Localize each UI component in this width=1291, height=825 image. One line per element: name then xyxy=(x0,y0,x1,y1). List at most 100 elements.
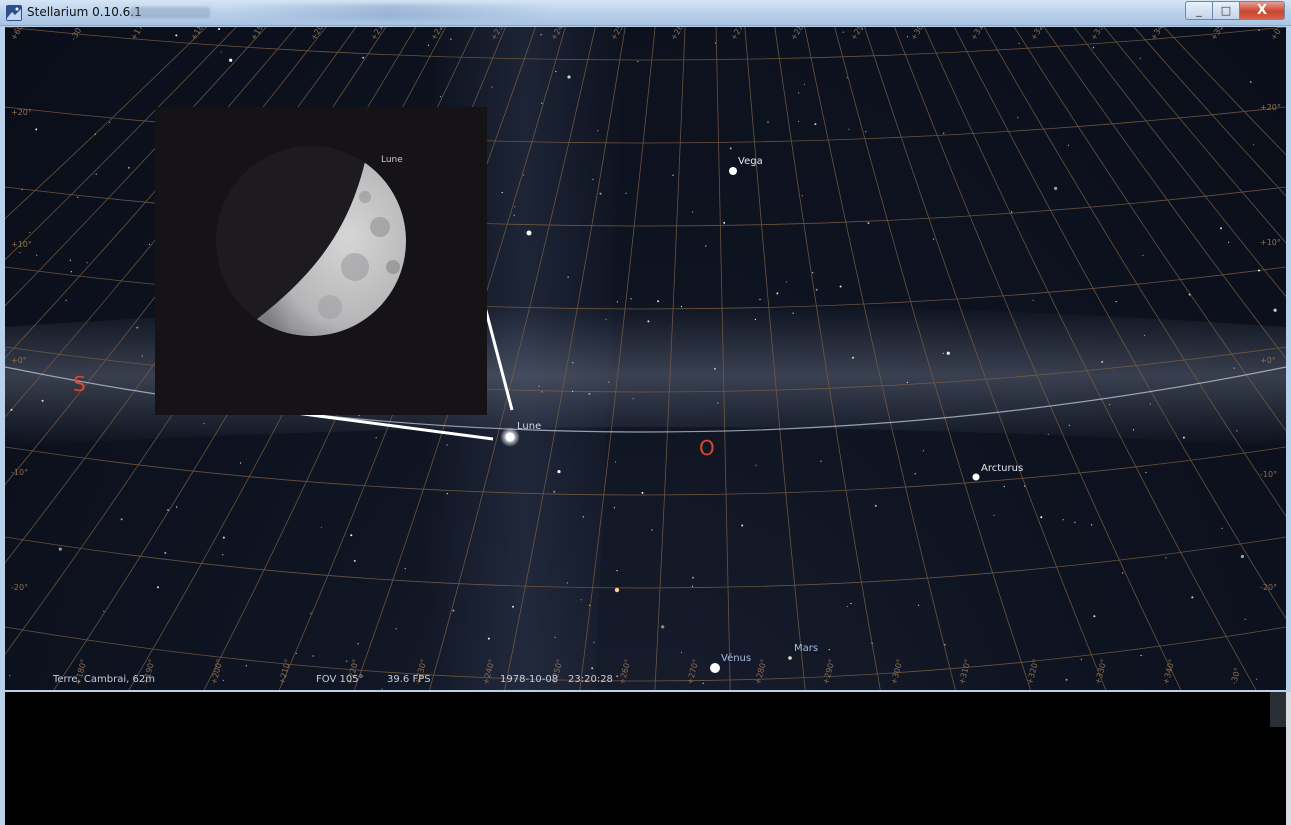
azimuth-label-bottom: -30° xyxy=(1229,667,1242,686)
fov-text: FOV 105° xyxy=(316,674,364,685)
star xyxy=(58,547,62,551)
altitude-label: -10° xyxy=(11,468,28,477)
star xyxy=(1074,521,1076,523)
minimize-button[interactable]: _ xyxy=(1185,1,1212,20)
azimuth-line xyxy=(504,27,626,690)
star xyxy=(567,75,571,79)
star xyxy=(77,196,79,198)
star xyxy=(541,391,543,393)
star xyxy=(566,582,568,584)
star xyxy=(203,423,205,425)
azimuth-label-bottom: +330° xyxy=(1093,658,1108,685)
star xyxy=(164,551,167,554)
star xyxy=(672,174,674,176)
azimuth-line xyxy=(1103,27,1286,244)
azimuth-line xyxy=(864,27,1107,690)
star xyxy=(404,568,406,570)
star xyxy=(1249,81,1252,83)
star xyxy=(828,649,830,651)
star xyxy=(814,123,817,126)
status-bar: Terre, Cambrai, 62m FOV 105° 39.6 FPS 19… xyxy=(5,670,625,690)
star xyxy=(580,599,582,601)
star xyxy=(229,58,233,62)
sky-view[interactable]: Lune Vega Arcturus Vénus Mars S O +60° -3… xyxy=(5,27,1286,690)
star xyxy=(616,570,618,572)
location-text: Terre, Cambrai, 62m xyxy=(53,674,155,685)
star xyxy=(625,192,627,194)
window-controls: _ □ X xyxy=(1185,1,1285,21)
star xyxy=(1017,117,1019,119)
title-bar[interactable]: Stellarium 0.10.6.1 _ □ X xyxy=(0,0,1291,26)
star xyxy=(357,643,359,645)
star xyxy=(1040,516,1043,519)
azimuth-label-bottom: +270° xyxy=(685,658,700,685)
mars-planet[interactable] xyxy=(788,656,792,660)
title-blur-region xyxy=(130,7,210,18)
azimuth-line xyxy=(1073,27,1286,298)
star xyxy=(661,625,665,629)
star xyxy=(491,86,493,88)
star xyxy=(922,450,925,452)
star xyxy=(1165,557,1167,559)
star xyxy=(1092,47,1094,49)
star xyxy=(65,299,67,301)
star xyxy=(21,189,23,191)
star xyxy=(850,602,852,605)
venus-planet[interactable] xyxy=(710,663,720,673)
star xyxy=(861,28,863,30)
star xyxy=(19,252,21,254)
star xyxy=(729,147,732,150)
star xyxy=(41,399,44,402)
maximize-icon: □ xyxy=(1220,4,1232,17)
star xyxy=(608,381,610,383)
cardinal-south: S xyxy=(73,372,86,396)
star xyxy=(820,460,822,462)
star xyxy=(852,356,854,359)
star xyxy=(918,604,920,606)
star xyxy=(906,381,909,384)
star xyxy=(705,245,707,247)
star xyxy=(86,262,88,264)
azimuth-label-top: +200° xyxy=(309,27,330,42)
star xyxy=(35,128,38,131)
star xyxy=(1233,367,1235,369)
star xyxy=(1067,144,1070,146)
star xyxy=(136,326,139,329)
star xyxy=(846,77,848,79)
azimuth-label-bottom: +320° xyxy=(1025,658,1040,685)
arcturus-star[interactable] xyxy=(972,473,980,481)
star xyxy=(588,392,591,395)
star xyxy=(588,604,591,606)
orange-star xyxy=(614,587,620,593)
vega-star[interactable] xyxy=(729,167,737,175)
star xyxy=(1236,430,1238,432)
star xyxy=(713,367,716,370)
azimuth-line xyxy=(429,27,596,690)
star xyxy=(1024,485,1026,487)
date-text: 1978-10-08 xyxy=(500,674,559,685)
star xyxy=(754,318,757,321)
azimuth-line xyxy=(5,27,237,261)
star xyxy=(1144,334,1146,336)
star xyxy=(1240,554,1244,559)
star xyxy=(943,132,945,134)
star xyxy=(29,231,31,233)
scroll-area[interactable] xyxy=(1270,692,1286,727)
star xyxy=(148,243,150,246)
star xyxy=(776,292,779,295)
moon-inset-image: Lune xyxy=(155,107,487,415)
star xyxy=(914,473,916,475)
star xyxy=(846,605,848,608)
star xyxy=(1188,293,1191,296)
star xyxy=(295,652,297,655)
azimuth-label-bottom: +290° xyxy=(821,658,836,685)
star xyxy=(69,259,71,261)
azimuth-line xyxy=(353,27,566,690)
star xyxy=(867,222,870,225)
altitude-label: +10° xyxy=(11,240,32,249)
azimuth-label-top: +320° xyxy=(1029,27,1050,42)
maximize-button[interactable]: □ xyxy=(1212,1,1239,20)
star xyxy=(842,31,844,33)
close-button[interactable]: X xyxy=(1239,1,1285,20)
star xyxy=(346,660,348,662)
